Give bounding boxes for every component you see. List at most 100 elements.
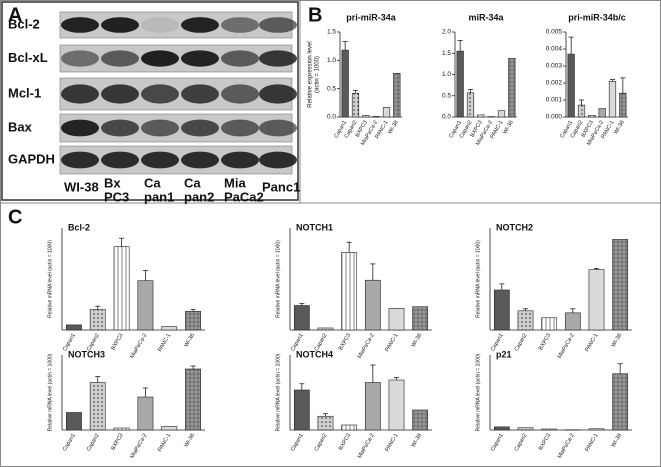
bar — [541, 317, 558, 331]
blot-band — [101, 119, 139, 137]
x-tick-label: WI-38 — [613, 120, 626, 136]
bar — [517, 310, 534, 331]
bar — [588, 115, 596, 118]
chart-title: NOTCH2 — [496, 222, 533, 232]
bar — [598, 108, 606, 118]
lane-label: Ca — [184, 175, 201, 190]
x-tick-label: BXPC3 — [538, 333, 552, 352]
panel-label: C — [8, 206, 22, 228]
bar — [477, 114, 485, 118]
x-tick-label: WI-38 — [611, 333, 624, 349]
y-tick-label: 0.002 — [546, 80, 563, 87]
x-tick-label: MiaPaCa-2 — [557, 333, 576, 360]
blot-band — [221, 119, 259, 137]
bar — [364, 279, 381, 331]
x-tick-label: BXPC3 — [538, 433, 552, 452]
blot-band — [141, 84, 179, 104]
bar — [65, 412, 82, 431]
protein-label: GAPDH — [8, 151, 55, 166]
lane-label: Bx — [104, 175, 121, 190]
bar — [412, 306, 429, 331]
bar — [89, 382, 106, 431]
y-tick-label: 1.0 — [327, 57, 336, 64]
bar — [393, 73, 401, 118]
blot-band — [141, 17, 179, 33]
blot-band — [181, 119, 219, 137]
protein-label: Bax — [8, 119, 33, 134]
bar — [372, 116, 380, 118]
blot-band — [259, 119, 297, 137]
y-axis-label: (actin = 1000) — [315, 56, 321, 93]
blot-band — [61, 151, 99, 169]
lane-label: PaCa2 — [224, 189, 264, 204]
bar — [517, 427, 534, 431]
blot-band — [101, 84, 139, 104]
bar — [388, 379, 405, 431]
bar — [456, 50, 464, 118]
bar — [541, 428, 558, 431]
panel-label: A — [8, 4, 22, 26]
x-tick-label: Capan1 — [290, 433, 305, 453]
bar — [341, 424, 358, 431]
bar — [161, 326, 178, 331]
chart-title: NOTCH4 — [296, 349, 333, 359]
lane-label: Panc1 — [262, 179, 300, 194]
x-tick-label: MiaPaCa-2 — [357, 333, 376, 360]
y-axis-label: Relative mRNA level (actin = 1000) — [275, 240, 281, 318]
bar — [293, 305, 310, 331]
y-axis-label: Relative mRNA level (actin = 1000) — [47, 240, 53, 318]
y-tick-label: 0.000 — [546, 114, 563, 121]
bar — [493, 426, 510, 431]
x-tick-label: PANC-1 — [384, 433, 399, 453]
bar — [137, 280, 154, 331]
blot-band — [141, 50, 179, 67]
y-tick-label: 1.5 — [442, 50, 451, 57]
x-tick-label: BXPC3 — [338, 433, 352, 452]
blot-band — [259, 50, 297, 67]
x-tick-label: WI-38 — [411, 333, 424, 349]
x-tick-label: PANC-1 — [157, 433, 172, 453]
blot-band — [101, 50, 139, 67]
y-tick-label: 0.5 — [442, 92, 451, 99]
x-tick-label: BXPC3 — [110, 333, 124, 352]
y-tick-label: 0.5 — [327, 85, 336, 92]
bar — [351, 92, 360, 118]
x-tick-label: PANC-1 — [384, 333, 399, 353]
x-tick-label: BXPC3 — [110, 433, 124, 452]
bar — [497, 110, 506, 118]
y-axis-label: Relative mRNA level (actin = 1000) — [275, 353, 281, 431]
chart-title: Bcl-2 — [68, 222, 90, 232]
x-tick-label: Capan2 — [314, 433, 329, 453]
bar — [382, 107, 391, 118]
y-axis-label: Relative expression level — [308, 41, 314, 107]
blot-band — [61, 119, 99, 137]
bar — [293, 389, 310, 431]
bar — [185, 368, 202, 431]
x-tick-label: WI-38 — [411, 433, 424, 449]
lane-label: pan2 — [184, 189, 214, 204]
y-axis-label: Relative mRNA level (actin = 1000) — [475, 353, 481, 431]
y-axis-label: Relative mRNA level (actin = 1000) — [47, 353, 53, 431]
x-tick-label: MiaPaCa-2 — [557, 433, 576, 460]
bar — [564, 312, 581, 331]
blot-band — [141, 119, 179, 137]
blot-band — [221, 151, 259, 169]
bar — [113, 246, 130, 331]
x-tick-label: WI-38 — [184, 433, 197, 449]
blot-band — [61, 84, 99, 104]
y-tick-label: 2.0 — [442, 29, 451, 36]
x-tick-label: WI-38 — [611, 433, 624, 449]
bar — [362, 115, 370, 118]
protein-label: Mcl-1 — [8, 85, 41, 100]
bar — [508, 58, 516, 118]
chart-title: NOTCH3 — [68, 349, 105, 359]
bar — [65, 324, 82, 331]
bar — [341, 49, 349, 118]
blot-band — [181, 50, 219, 67]
bar — [612, 373, 629, 431]
y-tick-label: 1.0 — [442, 71, 451, 78]
x-tick-label: PANC-1 — [584, 433, 599, 453]
blot-band — [101, 17, 139, 33]
x-tick-label: WI-38 — [184, 333, 197, 349]
